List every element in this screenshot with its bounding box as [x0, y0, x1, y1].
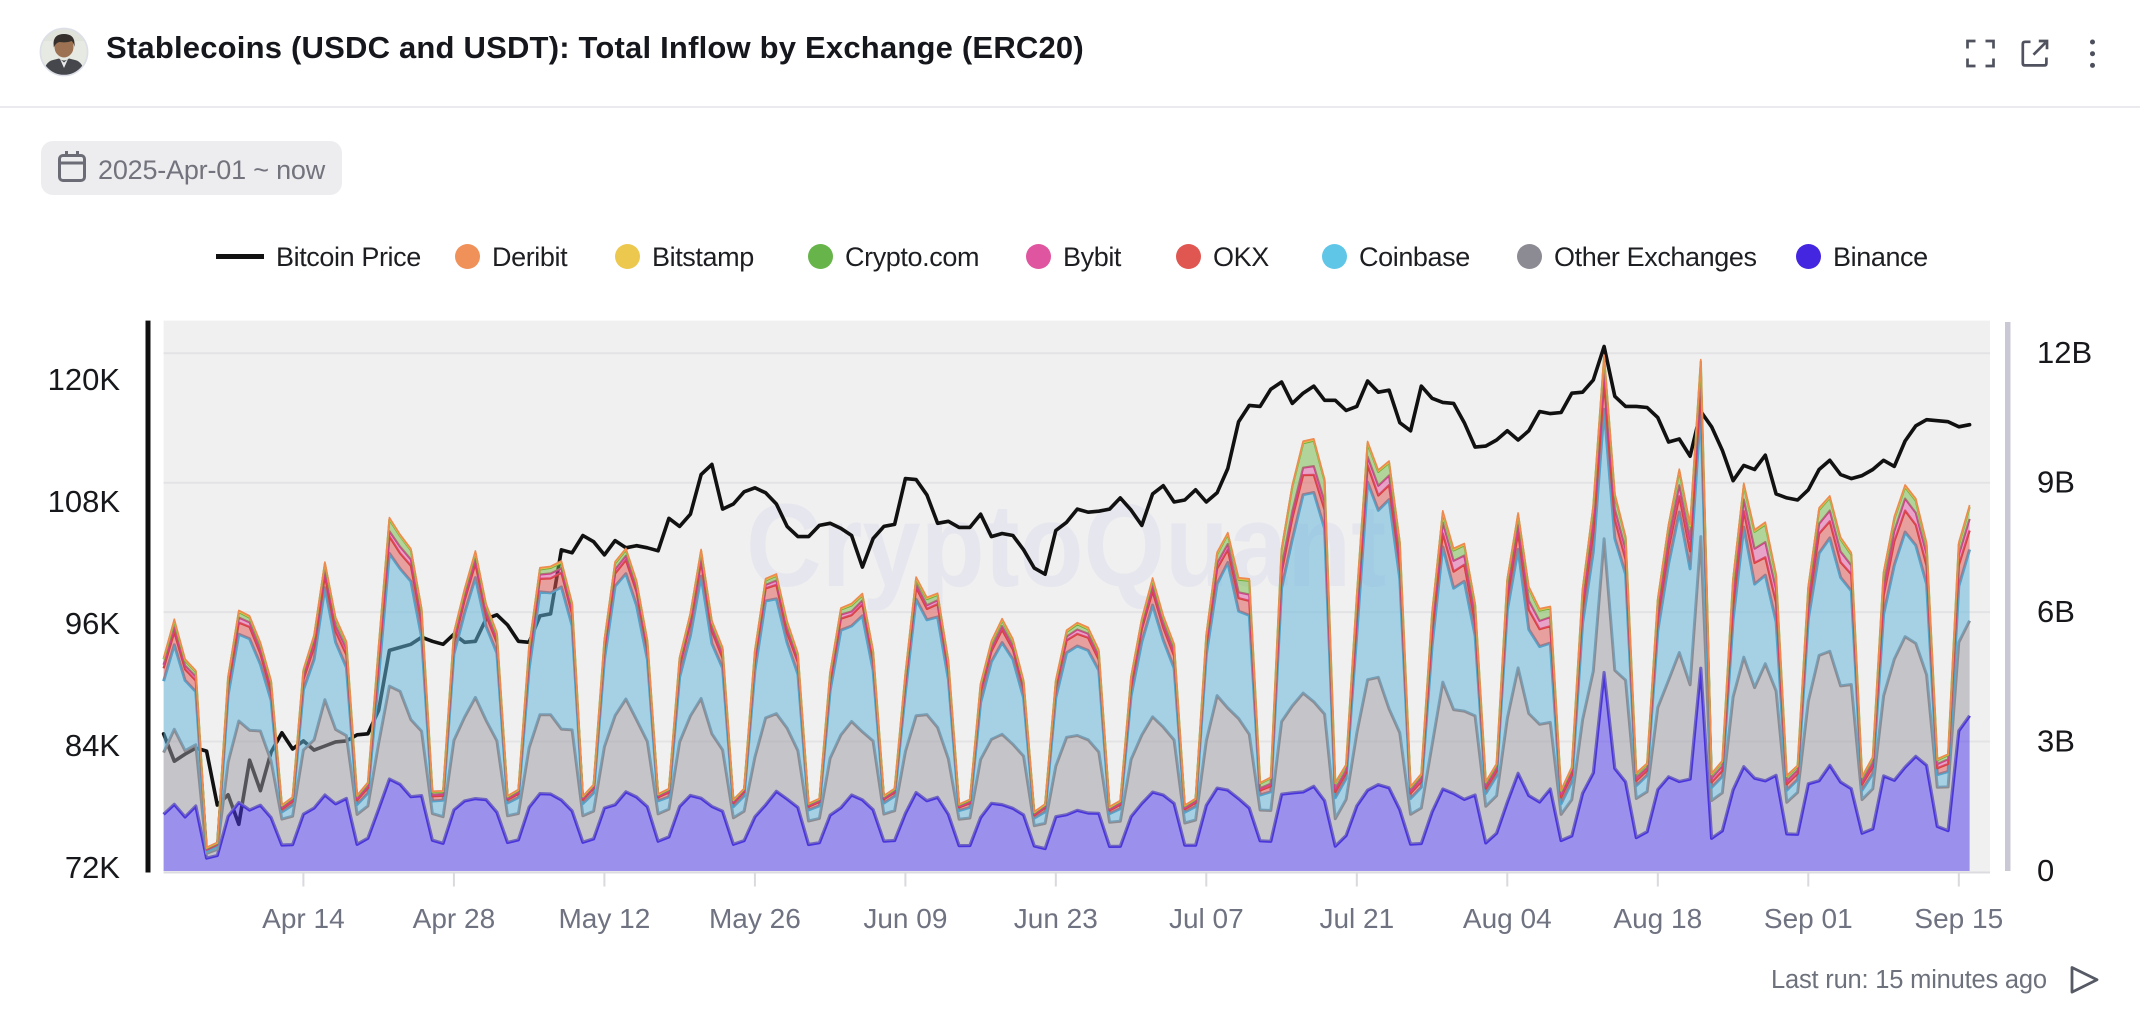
svg-text:96K: 96K: [65, 606, 120, 641]
svg-text:May 12: May 12: [558, 903, 650, 934]
svg-text:Sep 01: Sep 01: [1764, 903, 1853, 934]
svg-text:6B: 6B: [2037, 594, 2075, 629]
svg-text:Apr 14: Apr 14: [262, 903, 345, 934]
svg-text:108K: 108K: [48, 484, 121, 519]
svg-text:Jul 07: Jul 07: [1169, 903, 1244, 934]
svg-text:May 26: May 26: [709, 903, 801, 934]
svg-text:Aug 18: Aug 18: [1613, 903, 1702, 934]
svg-text:Jul 21: Jul 21: [1319, 903, 1394, 934]
svg-text:0: 0: [2037, 853, 2054, 888]
svg-text:Jun 09: Jun 09: [863, 903, 947, 934]
svg-text:Jun 23: Jun 23: [1014, 903, 1098, 934]
svg-text:72K: 72K: [65, 850, 120, 885]
svg-text:Apr 28: Apr 28: [413, 903, 496, 934]
svg-text:12B: 12B: [2037, 335, 2092, 370]
svg-text:3B: 3B: [2037, 724, 2075, 759]
svg-text:9B: 9B: [2037, 465, 2075, 500]
svg-text:Aug 04: Aug 04: [1463, 903, 1552, 934]
svg-text:Sep 15: Sep 15: [1914, 903, 2003, 934]
svg-text:84K: 84K: [65, 728, 120, 763]
svg-text:120K: 120K: [48, 362, 121, 397]
